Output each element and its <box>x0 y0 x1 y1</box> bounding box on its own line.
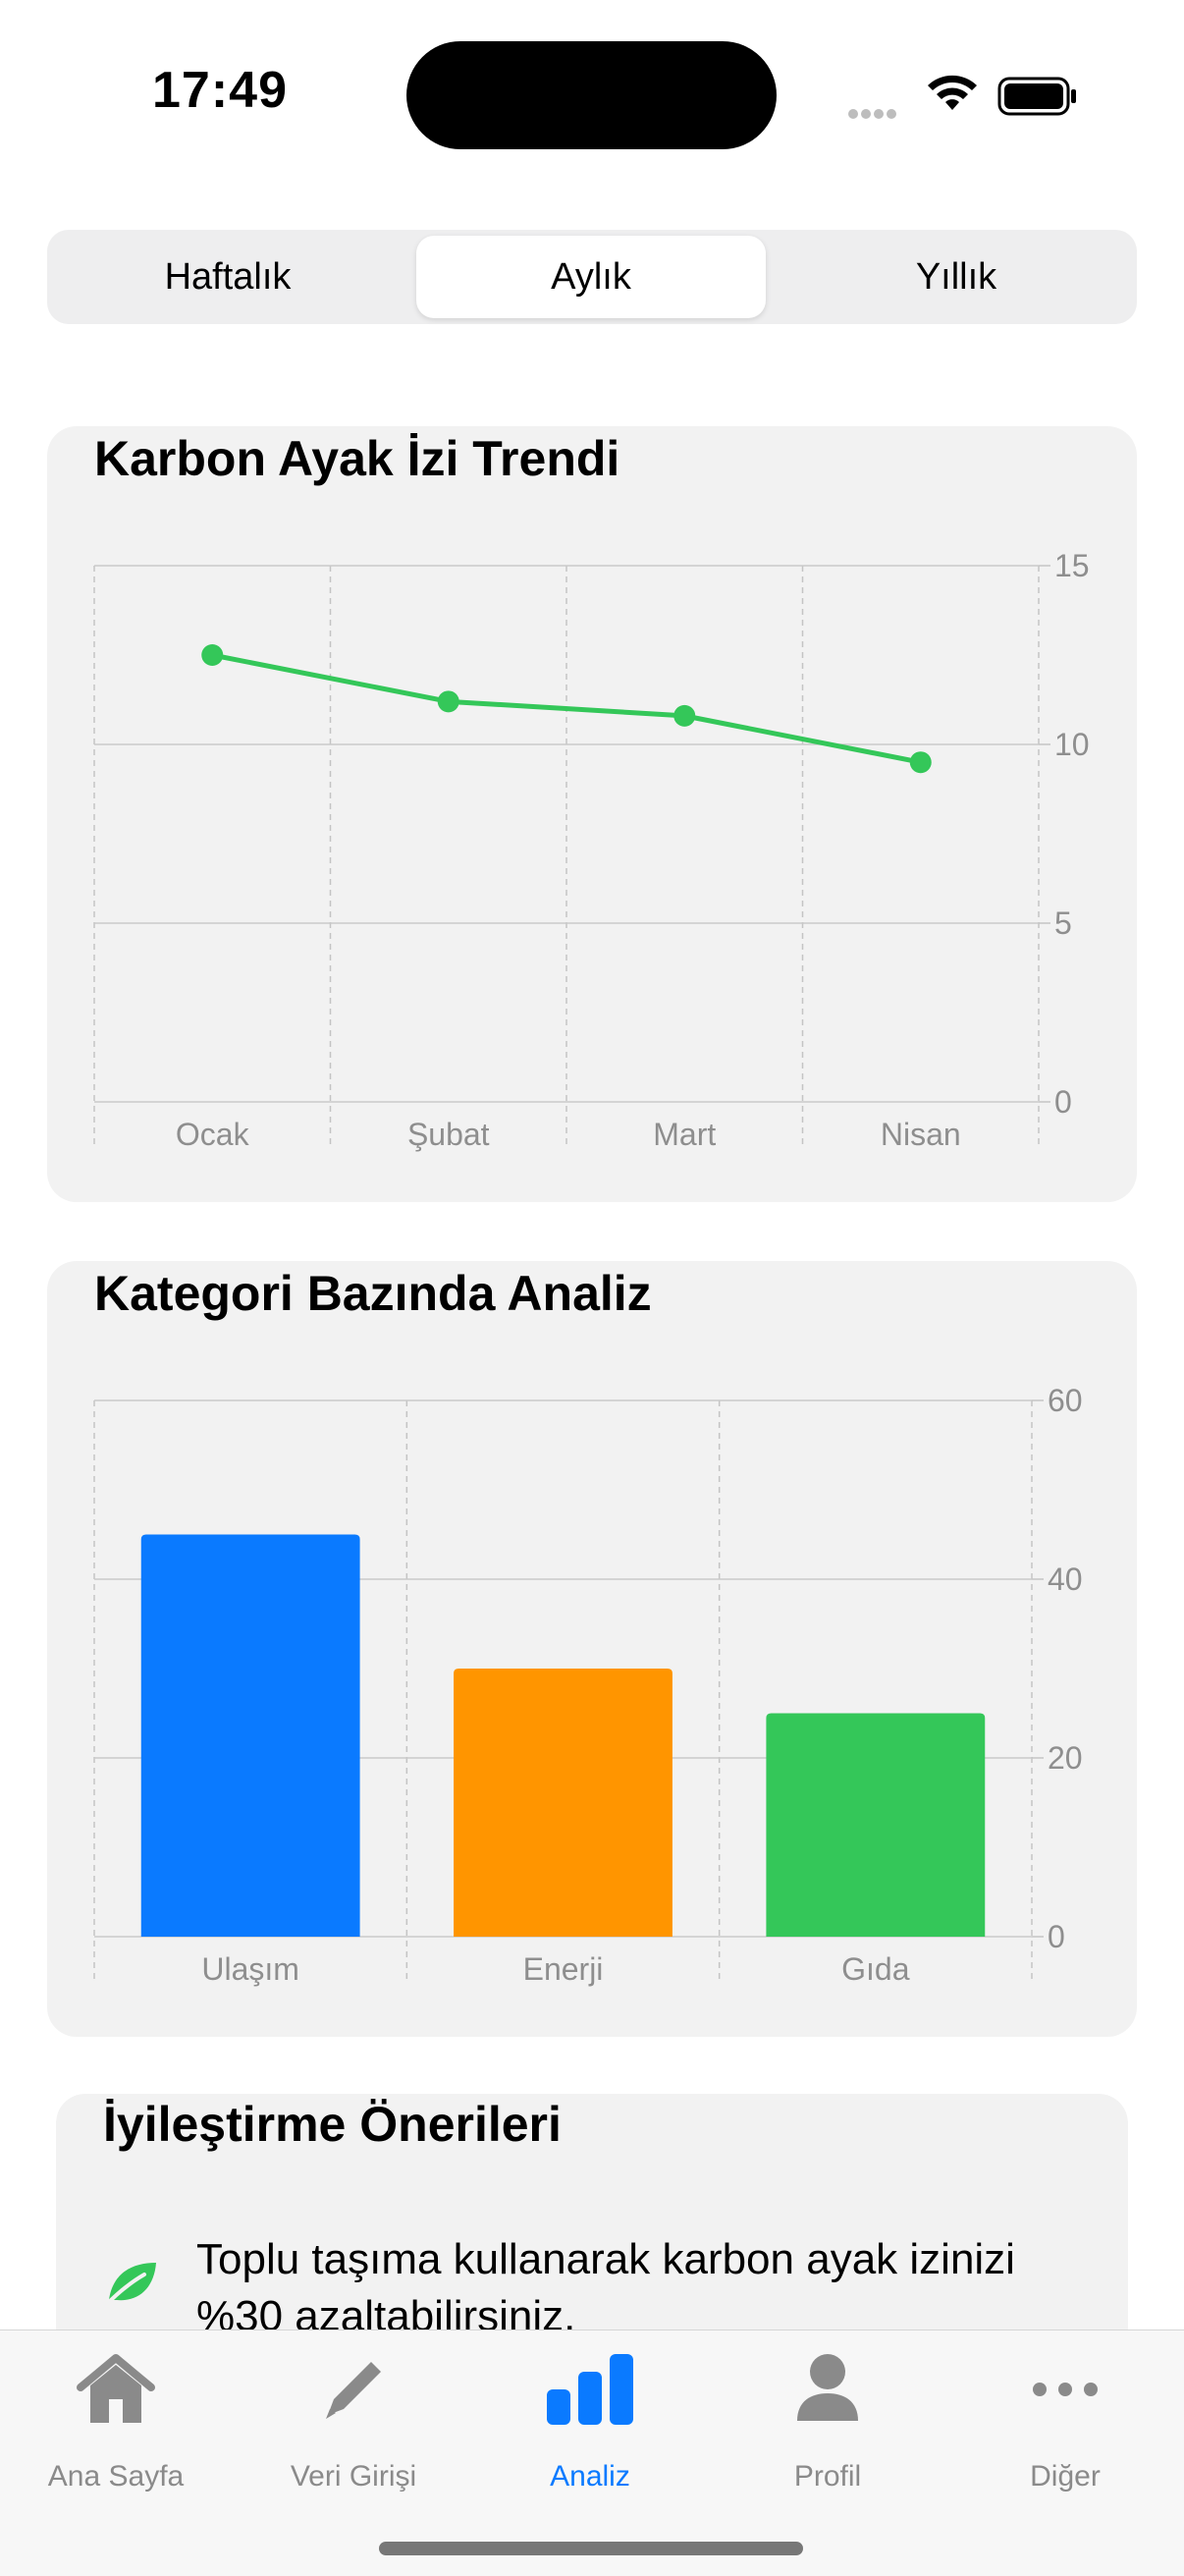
category-card: Kategori Bazında Analiz 0 20 40 60 Ulaşım Ene… <box>47 1261 1137 2037</box>
segment-monthly[interactable]: Aylık <box>416 236 766 318</box>
tab-home[interactable]: Ana Sayfa <box>18 2350 214 2497</box>
bar-ulasim <box>140 1534 360 1937</box>
period-segmented-control: Haftalık Aylık Yıllık <box>47 230 1137 324</box>
more-icon <box>1033 2383 1098 2396</box>
trend-line-chart: 0 5 10 15 Ocak Şubat Mart Nisan <box>93 548 1090 1152</box>
category-bar-chart: 0 20 40 60 Ulaşım Enerji Gıda <box>93 1383 1083 1987</box>
trend-y-tick-label: 15 <box>1054 548 1090 583</box>
category-y-tick-label: 60 <box>1048 1383 1083 1418</box>
trend-x-tick-label: Nisan <box>881 1117 961 1152</box>
house-icon <box>77 2354 155 2423</box>
bar-gida <box>766 1713 986 1937</box>
tab-bar: Ana Sayfa Veri Girişi Analiz Profil Diğe… <box>0 2329 1184 2576</box>
tab-more[interactable]: Diğer <box>967 2350 1163 2497</box>
tab-analysis-label: Analiz <box>550 2460 630 2493</box>
cellular-signal-icon <box>848 106 899 124</box>
trend-x-tick-label: Ocak <box>176 1117 250 1152</box>
segment-yearly[interactable]: Yıllık <box>915 255 997 298</box>
status-icons <box>848 69 1084 124</box>
trend-y-tick-label: 5 <box>1054 905 1072 941</box>
wifi-icon <box>928 75 977 110</box>
status-time: 17:49 <box>152 62 288 119</box>
trend-card-title: Karbon Ayak İzi Trendi <box>94 431 620 486</box>
tab-analysis[interactable]: Analiz <box>492 2350 688 2497</box>
tab-home-label: Ana Sayfa <box>47 2460 185 2493</box>
tab-data-entry[interactable]: Veri Girişi <box>255 2350 452 2497</box>
trend-data-point <box>437 690 459 713</box>
trend-x-tick-label: Şubat <box>407 1117 490 1152</box>
category-card-title: Kategori Bazında Analiz <box>94 1266 652 1321</box>
category-x-tick-label: Gıda <box>841 1951 910 1987</box>
battery-icon <box>997 77 1076 116</box>
person-icon <box>797 2354 858 2421</box>
trend-series-line <box>211 652 922 765</box>
tab-data-entry-label: Veri Girişi <box>290 2460 417 2493</box>
category-x-tick-label: Enerji <box>523 1951 604 1987</box>
suggestion-text: Toplu taşıma kullanarak karbon ayak izin… <box>196 2235 1015 2340</box>
category-x-tick-label: Ulaşım <box>201 1951 299 1987</box>
home-indicator <box>379 2542 803 2555</box>
bar-enerji <box>454 1669 673 1937</box>
category-y-tick-label: 20 <box>1048 1740 1083 1776</box>
trend-y-tick-label: 0 <box>1054 1084 1072 1120</box>
suggestions-title: İyileştirme Önerileri <box>103 2097 562 2152</box>
category-y-tick-label: 40 <box>1048 1562 1083 1597</box>
trend-x-tick-label: Mart <box>653 1117 716 1152</box>
dynamic-island <box>406 41 777 149</box>
segment-weekly[interactable]: Haftalık <box>164 255 292 298</box>
trend-data-point <box>201 644 224 666</box>
leaf-icon <box>105 2263 156 2306</box>
trend-y-tick-label: 10 <box>1054 727 1090 762</box>
tab-profile[interactable]: Profil <box>729 2350 926 2497</box>
chart-bar-icon <box>547 2354 633 2425</box>
trend-card: Karbon Ayak İzi Trendi 0 5 10 15 Ocak Şubat Ma… <box>47 426 1137 1202</box>
trend-data-point <box>909 751 932 774</box>
pencil-icon <box>326 2362 381 2419</box>
trend-data-point <box>673 704 696 727</box>
tab-profile-label: Profil <box>793 2460 862 2493</box>
tab-more-label: Diğer <box>1030 2460 1101 2493</box>
category-y-tick-label: 0 <box>1048 1919 1065 1954</box>
